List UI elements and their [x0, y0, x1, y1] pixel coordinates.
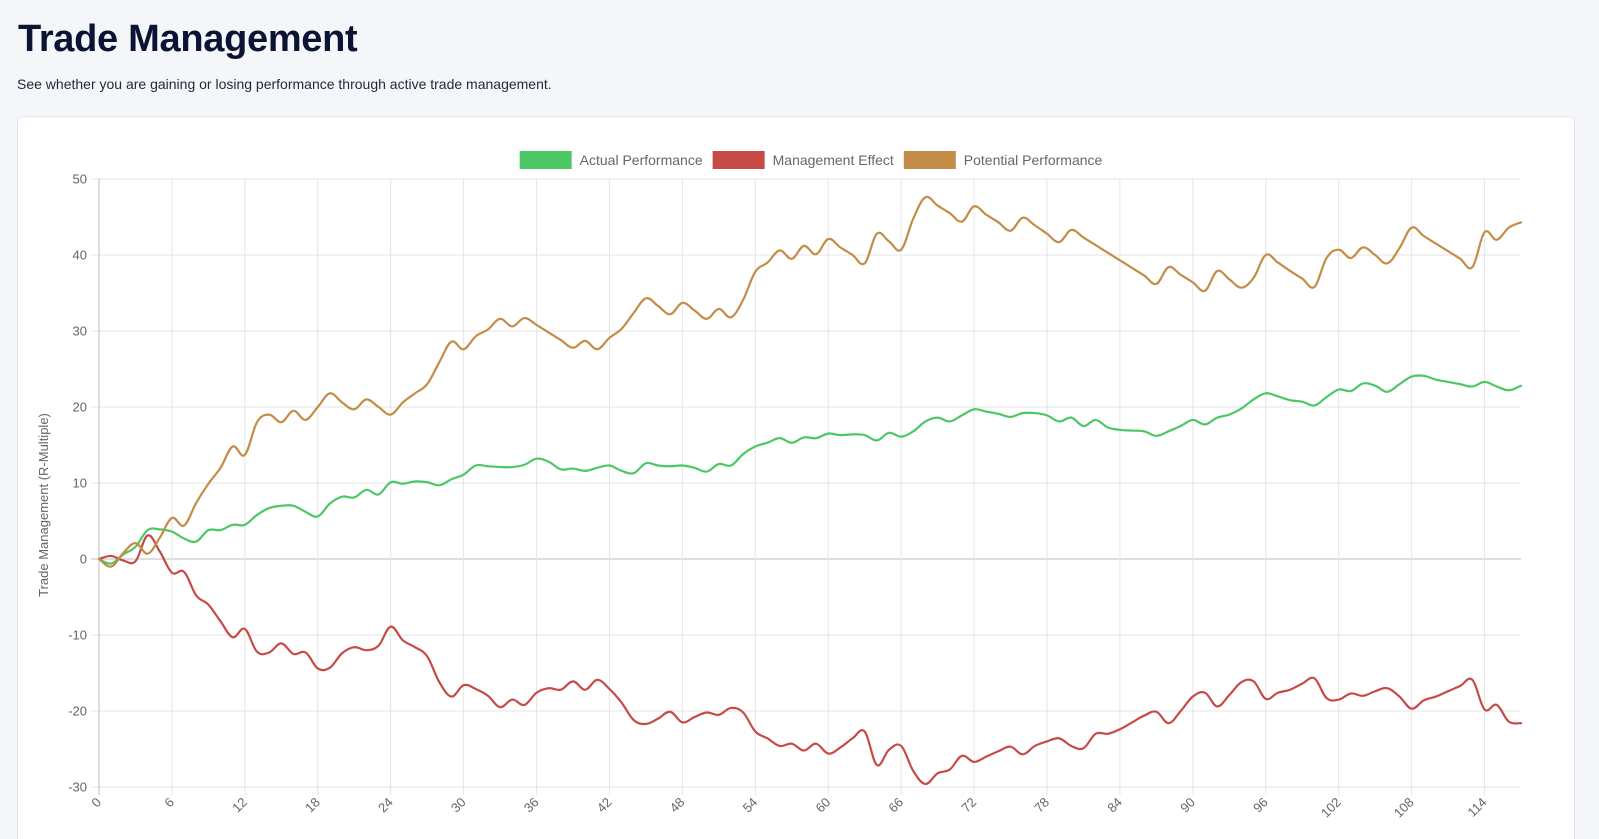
x-tick-label: 18: [302, 795, 323, 816]
legend-label: Actual Performance: [580, 152, 703, 168]
x-tick-label: 6: [161, 795, 177, 811]
legend-item-management-effect[interactable]: Management Effect: [712, 151, 894, 169]
x-tick-label: 0: [88, 795, 104, 811]
x-tick-label: 66: [885, 795, 906, 816]
legend-swatch: [903, 151, 956, 169]
y-tick-label: 30: [73, 324, 87, 339]
x-tick-label: 108: [1391, 795, 1417, 821]
chart-grid: [91, 178, 1521, 795]
chart-series: [97, 195, 1523, 786]
x-axis: 0 6 12 18 24 30 36 42 48 54 60 66 72 78 84 90 96 102 108 11…: [88, 795, 1489, 821]
potential-performance-line: [97, 195, 1523, 568]
x-tick-label: 78: [1031, 795, 1052, 816]
chart-card: -30 -20 -10 0 10 20 30 40 50 0 6 12 18 24 30 36 42 48 54 6…: [17, 116, 1575, 839]
legend-item-actual-performance[interactable]: Actual Performance: [519, 151, 703, 169]
legend-label: Management Effect: [773, 152, 894, 168]
x-tick-label: 90: [1177, 795, 1198, 816]
y-tick-label: -20: [68, 704, 87, 719]
x-tick-label: 24: [375, 795, 396, 816]
y-axis-label: Trade Management (R-Multiple): [36, 413, 51, 597]
x-tick-label: 96: [1250, 795, 1271, 816]
page-subtitle: See whether you are gaining or losing pe…: [17, 76, 552, 92]
y-tick-label: 0: [80, 552, 87, 567]
x-tick-label: 30: [448, 795, 469, 816]
x-tick-label: 84: [1104, 795, 1125, 816]
y-tick-label: 10: [73, 476, 87, 491]
x-tick-label: 72: [958, 795, 979, 816]
legend-item-potential-performance[interactable]: Potential Performance: [903, 151, 1103, 169]
y-axis: -30 -20 -10 0 10 20 30 40 50: [68, 172, 87, 795]
legend-label: Potential Performance: [964, 152, 1103, 168]
management-effect-line: [97, 534, 1523, 786]
x-tick-label: 42: [594, 795, 615, 816]
x-tick-label: 48: [667, 795, 688, 816]
x-tick-label: 54: [740, 795, 761, 816]
y-tick-label: 20: [73, 400, 87, 415]
page-title: Trade Management: [18, 18, 358, 60]
trade-management-chart: -30 -20 -10 0 10 20 30 40 50 0 6 12 18 24 30 36 42 48 54 6…: [36, 151, 1523, 821]
legend-swatch: [712, 151, 765, 169]
legend-swatch: [519, 151, 572, 169]
y-tick-label: 40: [73, 248, 87, 263]
x-tick-label: 60: [813, 795, 834, 816]
y-tick-label: -30: [68, 780, 87, 795]
x-tick-label: 102: [1318, 795, 1344, 821]
y-tick-label: 50: [73, 172, 87, 187]
x-tick-label: 12: [229, 795, 250, 816]
x-tick-label: 114: [1464, 795, 1489, 820]
y-tick-label: -10: [68, 628, 87, 643]
actual-performance-line: [97, 374, 1523, 565]
x-tick-label: 36: [521, 795, 542, 816]
chart-legend[interactable]: Actual Performance Management Effect Poten…: [519, 151, 1103, 169]
